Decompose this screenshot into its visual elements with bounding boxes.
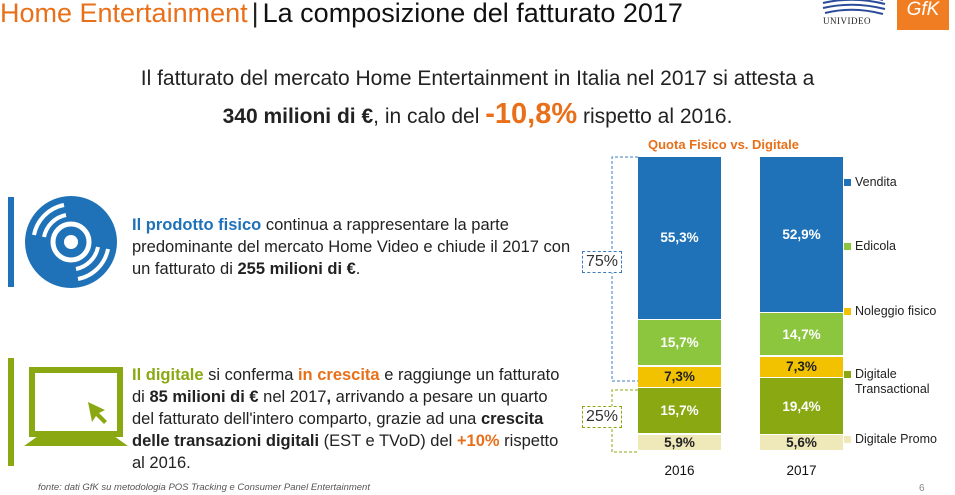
physical-amount: 255 milioni di € <box>237 260 356 278</box>
univideo-logo-mark-icon <box>822 0 886 15</box>
bar-segment-digitale-promo-2016: 5,9% <box>638 434 721 451</box>
digital-share-bracket-label: 25% <box>582 406 623 428</box>
univideo-logo: UNIVIDEO <box>813 0 895 32</box>
gfk-logo: GfK <box>897 0 949 30</box>
digital-text2: e raggiunge un fatturato di <box>132 366 560 406</box>
legend-label: Edicola <box>855 239 896 253</box>
digital-accent-bar <box>8 358 14 466</box>
headline-total: 340 milioni di € <box>222 105 374 128</box>
x-tick-label-2016: 2016 <box>664 463 695 478</box>
legend-label: Noleggio fisico <box>855 304 937 318</box>
digital-text5: (EST e TVoD) del <box>319 432 457 450</box>
digital-transactions: crescita delle transazioni digitali <box>132 410 544 450</box>
headline-decline-pct: -10,8% <box>485 98 578 130</box>
page-title: Home Entertainment | La composizione del f… <box>0 0 683 29</box>
digital-highlight: Il digitale <box>132 366 204 384</box>
physical-text2: . <box>355 260 361 278</box>
laptop-icon <box>22 364 130 458</box>
bar-segment-edicola-2017: 14,7% <box>760 313 843 356</box>
legend-swatch <box>844 436 851 443</box>
digital-growth-pct: +10% <box>456 432 500 450</box>
legend-swatch <box>844 371 851 378</box>
bar-segment-noleggio-fisico-2016: 7,3% <box>638 366 721 387</box>
digital-text4: arrivando a pesare un quarto del fattura… <box>132 388 548 428</box>
univideo-logo-text: UNIVIDEO <box>823 16 871 26</box>
page-number: 6 <box>919 483 925 494</box>
disc-icon <box>24 195 118 289</box>
title-separator: | <box>251 0 259 28</box>
digital-text6: rispetto al 2016. <box>132 432 559 472</box>
physical-text1: continua a rappresentare la parte predom… <box>132 216 571 278</box>
source-note: fonte: dati GfK su metodologia POS Track… <box>38 482 370 493</box>
bar-segment-noleggio-fisico-2017: 7,3% <box>760 356 843 377</box>
digital-text3: nel 2017 <box>258 388 327 406</box>
headline-mid: , in calo del <box>373 105 480 128</box>
headline-end: rispetto al 2016. <box>582 105 733 128</box>
legend-swatch <box>844 179 851 186</box>
x-tick-label-2017: 2017 <box>786 463 817 478</box>
digital-amount: 85 milioni di € <box>149 388 259 406</box>
legend-swatch <box>844 243 851 250</box>
headline-line1: Il fatturato del mercato Home Entertainm… <box>140 67 815 90</box>
digital-paragraph: Il digitale si conferma in crescita e ra… <box>132 364 572 474</box>
bar-segment-vendita-2017: 52,9% <box>760 157 843 312</box>
headline-line2: 340 milioni di €, in calo del -10,8% ris… <box>0 98 955 131</box>
legend-label: Digitale Promo <box>855 432 937 446</box>
bar-segment-digitale-transactional-2017: 19,4% <box>760 378 843 434</box>
legend-label: Vendita <box>855 175 897 189</box>
title-part2: La composizione del fatturato 2017 <box>262 0 683 28</box>
bar-segment-digitale-promo-2017: 5,6% <box>760 435 843 451</box>
digital-text1: si conferma <box>203 366 298 384</box>
bar-segment-vendita-2016: 55,3% <box>638 157 721 319</box>
digital-comma: , <box>326 388 332 406</box>
title-part1: Home Entertainment <box>0 0 248 28</box>
chart-title: Quota Fisico vs. Digitale <box>648 137 799 152</box>
bar-segment-digitale-transactional-2016: 15,7% <box>638 388 721 434</box>
physical-paragraph: Il prodotto fisico continua a rappresent… <box>132 214 587 280</box>
bar-segment-edicola-2016: 15,7% <box>638 320 721 366</box>
physical-accent-bar <box>8 197 14 287</box>
digital-growth: in crescita <box>297 366 380 384</box>
legend-label: Digitale Transactional <box>855 367 930 396</box>
physical-highlight: Il prodotto fisico <box>132 216 262 234</box>
physical-share-bracket-label: 75% <box>582 251 623 273</box>
legend-swatch <box>844 308 851 315</box>
